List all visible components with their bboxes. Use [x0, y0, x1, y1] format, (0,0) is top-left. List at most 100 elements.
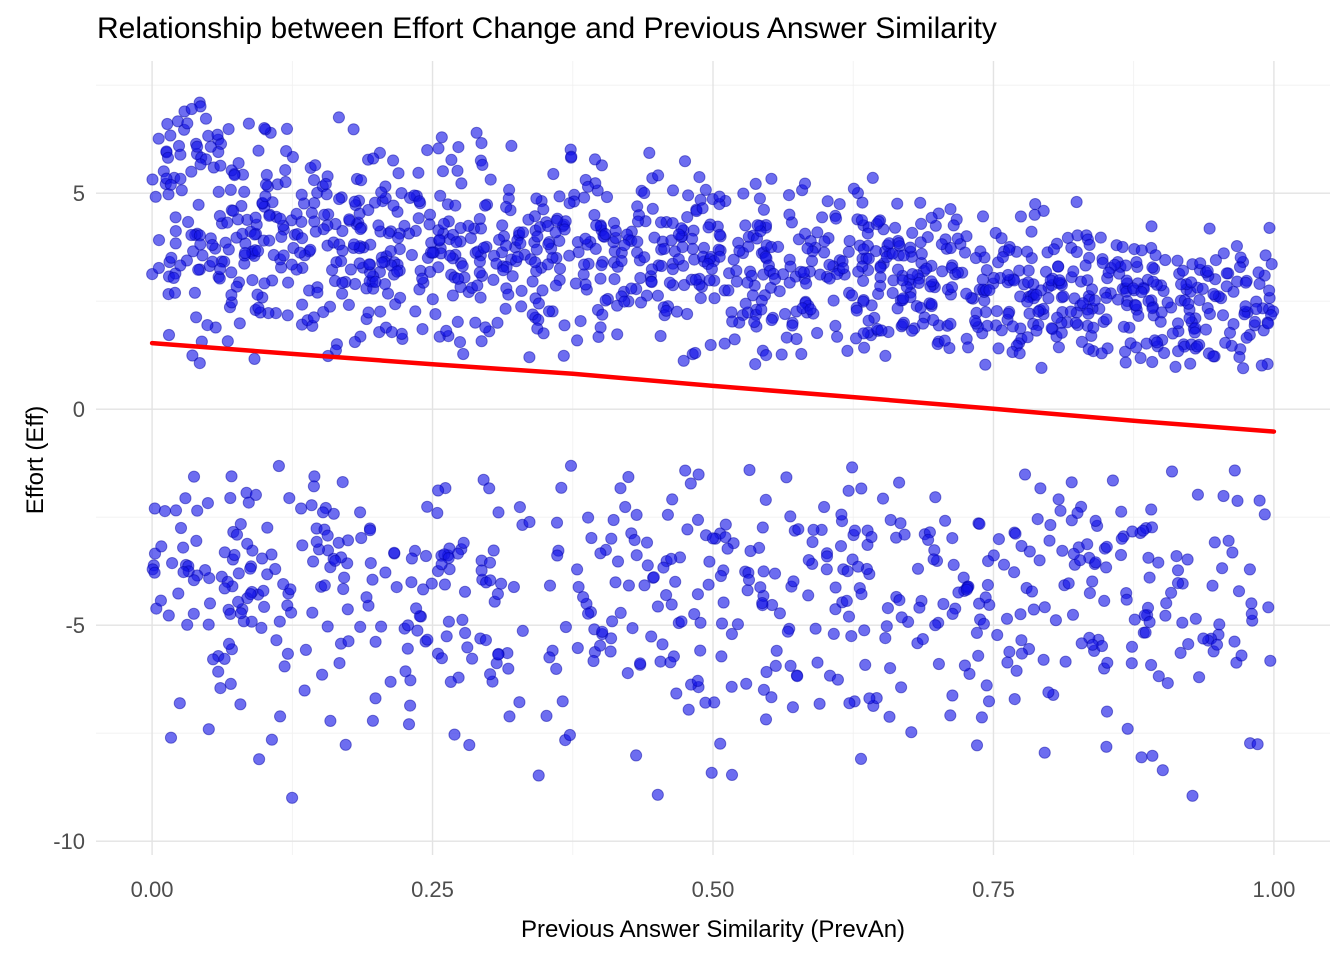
- data-point: [640, 536, 654, 549]
- data-point: [784, 510, 797, 523]
- data-point: [691, 513, 705, 527]
- data-point: [1265, 258, 1278, 271]
- data-point: [944, 203, 957, 216]
- data-point: [1100, 291, 1113, 304]
- data-point: [344, 263, 357, 276]
- data-point: [854, 752, 868, 766]
- data-point: [1253, 277, 1266, 290]
- data-point: [1008, 566, 1021, 579]
- data-point: [479, 199, 492, 212]
- data-point: [1010, 664, 1023, 677]
- data-point: [846, 461, 859, 474]
- data-point: [1125, 640, 1139, 653]
- data-point: [1085, 283, 1099, 296]
- data-point: [318, 208, 331, 221]
- data-point: [154, 594, 167, 607]
- data-point: [811, 326, 824, 340]
- data-point: [1089, 556, 1102, 569]
- data-point: [329, 554, 342, 567]
- data-point: [471, 279, 484, 292]
- data-point: [1130, 256, 1143, 269]
- data-point: [549, 279, 563, 292]
- data-point: [876, 492, 890, 505]
- data-point: [1054, 504, 1067, 517]
- data-point: [1217, 489, 1230, 503]
- data-point: [348, 195, 361, 208]
- data-point: [780, 471, 793, 484]
- data-point: [1209, 254, 1223, 267]
- data-point: [169, 237, 182, 250]
- data-point: [222, 123, 235, 136]
- data-point: [492, 648, 505, 661]
- data-point: [224, 183, 237, 196]
- data-point: [781, 625, 795, 638]
- data-point: [174, 172, 187, 185]
- data-point: [641, 559, 654, 572]
- data-point: [915, 247, 928, 260]
- data-point: [295, 188, 308, 201]
- data-point: [666, 217, 679, 230]
- data-point: [827, 627, 840, 641]
- data-point: [1240, 331, 1253, 344]
- data-point: [463, 738, 476, 752]
- data-point: [875, 324, 888, 337]
- data-point: [831, 330, 844, 343]
- data-point: [1121, 722, 1134, 735]
- data-point: [252, 144, 265, 157]
- data-point: [1222, 534, 1235, 547]
- data-point: [249, 488, 262, 501]
- data-point: [502, 662, 515, 675]
- data-point: [304, 243, 317, 256]
- data-point: [1174, 646, 1187, 660]
- data-point: [596, 308, 609, 321]
- data-point: [645, 263, 659, 276]
- data-point: [997, 558, 1011, 571]
- data-point: [1022, 276, 1035, 289]
- data-point: [1161, 296, 1174, 309]
- data-point: [866, 171, 879, 184]
- data-point: [1015, 634, 1028, 647]
- data-point: [739, 219, 752, 232]
- data-point: [1262, 601, 1275, 614]
- data-point: [363, 524, 377, 537]
- data-point: [814, 268, 827, 281]
- data-point: [1220, 280, 1233, 293]
- x-tick-label: 1.00: [1252, 877, 1295, 902]
- data-point: [162, 188, 175, 201]
- data-point: [218, 652, 231, 666]
- data-point: [820, 563, 833, 576]
- data-point: [273, 615, 286, 628]
- data-point: [807, 523, 820, 537]
- data-point: [362, 306, 375, 319]
- data-point: [889, 221, 902, 234]
- data-point: [395, 187, 408, 200]
- data-point: [983, 284, 996, 297]
- data-point: [1203, 307, 1217, 321]
- data-point: [977, 617, 991, 630]
- data-point: [511, 250, 524, 264]
- data-point: [594, 321, 607, 334]
- data-point: [392, 231, 405, 244]
- data-point: [756, 521, 769, 534]
- data-point: [725, 768, 739, 782]
- data-point: [645, 630, 658, 643]
- data-point: [362, 203, 375, 217]
- data-point: [1053, 274, 1066, 287]
- data-point: [307, 174, 321, 187]
- data-point: [259, 190, 272, 203]
- data-point: [348, 335, 361, 349]
- data-point: [456, 260, 469, 273]
- data-point: [981, 319, 994, 332]
- data-point: [230, 280, 243, 293]
- data-point: [1070, 245, 1083, 259]
- data-point: [621, 667, 634, 680]
- data-point: [419, 549, 433, 563]
- data-point: [1201, 264, 1214, 277]
- data-point: [1191, 488, 1205, 501]
- data-point: [152, 234, 166, 247]
- data-point: [281, 647, 294, 660]
- data-point: [516, 226, 530, 239]
- data-point: [1081, 274, 1094, 287]
- data-point: [335, 255, 348, 268]
- data-point: [201, 497, 214, 510]
